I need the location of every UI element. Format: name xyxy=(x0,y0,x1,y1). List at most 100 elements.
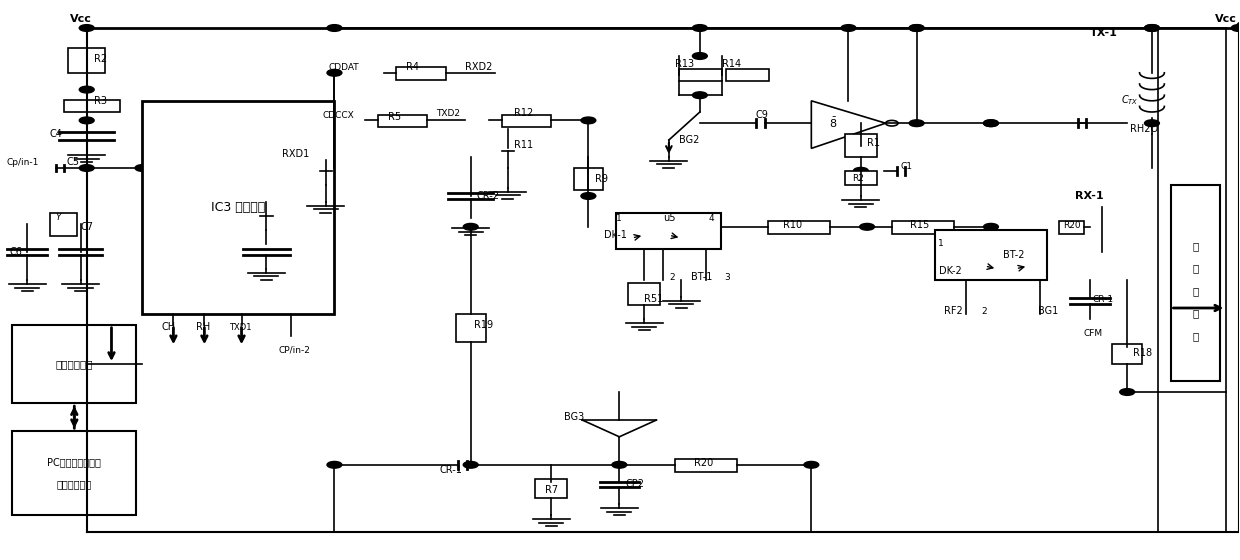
Text: R20: R20 xyxy=(693,458,713,468)
Text: CH: CH xyxy=(161,323,175,333)
Text: Vcc: Vcc xyxy=(69,15,92,25)
Circle shape xyxy=(79,25,94,31)
Bar xyxy=(456,314,486,342)
Text: R5: R5 xyxy=(388,113,401,123)
Text: CR-1: CR-1 xyxy=(1092,296,1114,305)
Circle shape xyxy=(804,461,818,468)
Bar xyxy=(844,134,877,157)
Circle shape xyxy=(611,461,626,468)
Text: R18: R18 xyxy=(1133,348,1152,358)
Text: CR-1: CR-1 xyxy=(440,465,463,475)
Text: R14: R14 xyxy=(722,59,742,69)
Bar xyxy=(615,213,720,249)
Circle shape xyxy=(692,25,707,31)
Text: 4: 4 xyxy=(708,214,714,223)
Bar xyxy=(675,459,737,472)
Circle shape xyxy=(983,120,998,127)
Text: 2: 2 xyxy=(981,307,987,316)
Text: DK-2: DK-2 xyxy=(939,267,962,277)
Text: TXD1: TXD1 xyxy=(229,324,252,333)
Text: R20: R20 xyxy=(1063,221,1080,230)
Bar xyxy=(68,48,105,73)
Text: u5: u5 xyxy=(662,213,676,223)
Text: RH: RH xyxy=(196,323,210,333)
Text: RX-1: RX-1 xyxy=(1075,191,1104,201)
Bar xyxy=(1112,344,1142,364)
Text: Cp/in-1: Cp/in-1 xyxy=(6,158,38,167)
Text: R4: R4 xyxy=(407,62,419,72)
Bar xyxy=(768,221,830,234)
Text: Y: Y xyxy=(56,213,61,222)
Text: BG1: BG1 xyxy=(1038,306,1058,316)
Circle shape xyxy=(983,120,998,127)
Text: CP/in-2: CP/in-2 xyxy=(279,346,310,355)
Text: 输入控制程序: 输入控制程序 xyxy=(57,479,92,489)
Circle shape xyxy=(1145,25,1159,31)
Text: TXD2: TXD2 xyxy=(436,109,460,118)
Text: 人机交互单元: 人机交互单元 xyxy=(56,359,93,369)
Text: R2: R2 xyxy=(94,54,108,64)
Text: $C_{TX}$: $C_{TX}$ xyxy=(1121,94,1138,108)
Bar xyxy=(143,101,335,314)
Text: TX-1: TX-1 xyxy=(1090,29,1118,39)
Text: CDCCX: CDCCX xyxy=(322,111,353,120)
Bar xyxy=(378,115,428,127)
Text: 收: 收 xyxy=(1192,264,1198,274)
Text: C5: C5 xyxy=(67,157,79,167)
Circle shape xyxy=(1120,389,1135,395)
Text: C6: C6 xyxy=(10,247,22,257)
Bar xyxy=(725,69,769,81)
Circle shape xyxy=(909,120,924,127)
Text: R11: R11 xyxy=(515,141,533,151)
Text: R13: R13 xyxy=(675,59,694,69)
Circle shape xyxy=(327,461,342,468)
Text: 2: 2 xyxy=(668,273,675,282)
Bar xyxy=(50,213,77,236)
Text: C9: C9 xyxy=(755,110,769,120)
Bar xyxy=(64,100,120,112)
Text: CDDAT: CDDAT xyxy=(329,63,358,72)
Text: Dk-1: Dk-1 xyxy=(604,230,627,240)
Circle shape xyxy=(135,165,150,171)
Text: R9: R9 xyxy=(594,174,608,184)
Text: R1: R1 xyxy=(867,138,880,148)
Circle shape xyxy=(692,53,707,59)
Circle shape xyxy=(79,86,94,93)
Circle shape xyxy=(580,117,595,124)
Circle shape xyxy=(464,461,479,468)
Bar xyxy=(574,168,603,190)
Circle shape xyxy=(1145,120,1159,127)
Text: R15: R15 xyxy=(910,220,930,230)
Text: RF2: RF2 xyxy=(944,306,962,316)
Text: C4: C4 xyxy=(50,129,62,139)
Text: R10: R10 xyxy=(782,220,802,230)
Text: CR-2: CR-2 xyxy=(477,191,500,201)
Text: BG2: BG2 xyxy=(678,135,699,145)
Text: R3: R3 xyxy=(94,96,107,106)
Circle shape xyxy=(580,193,595,199)
Bar xyxy=(1059,221,1084,234)
Text: CP2: CP2 xyxy=(625,479,645,489)
Circle shape xyxy=(692,92,707,99)
Text: RXD2: RXD2 xyxy=(465,62,492,72)
Text: 理: 理 xyxy=(1192,309,1198,319)
Circle shape xyxy=(841,25,856,31)
Text: PC电脑程序嵌入式: PC电脑程序嵌入式 xyxy=(47,457,102,467)
Text: 接: 接 xyxy=(1192,241,1198,251)
Text: C1: C1 xyxy=(900,162,913,171)
Text: R51: R51 xyxy=(644,295,663,305)
Text: RXD1: RXD1 xyxy=(283,149,310,159)
Text: BG3: BG3 xyxy=(564,412,584,422)
Circle shape xyxy=(909,25,924,31)
Circle shape xyxy=(859,223,874,230)
Bar xyxy=(502,115,552,127)
Text: 1: 1 xyxy=(937,240,944,249)
Circle shape xyxy=(1145,25,1159,31)
Text: R19: R19 xyxy=(475,320,494,330)
Text: 处: 处 xyxy=(1192,286,1198,296)
Bar xyxy=(935,230,1047,280)
Polygon shape xyxy=(811,101,885,148)
Text: C7: C7 xyxy=(81,222,93,232)
Text: 3: 3 xyxy=(724,273,730,282)
Text: BT-1: BT-1 xyxy=(691,272,713,282)
